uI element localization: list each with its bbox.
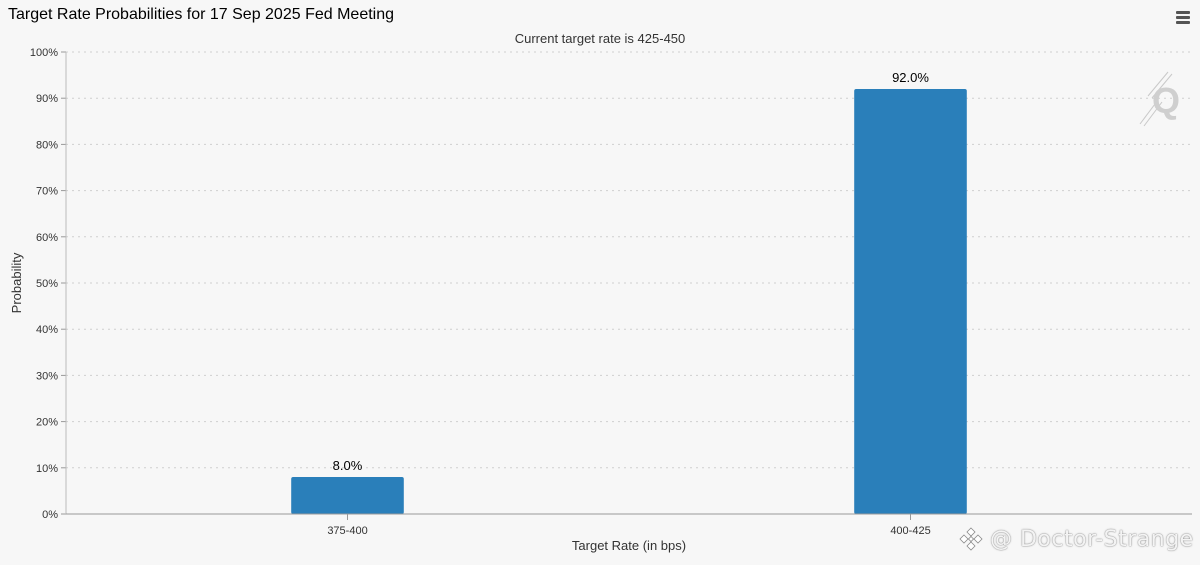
grid-lines <box>66 51 1192 469</box>
y-tick-label: 10% <box>36 463 58 475</box>
y-axis-ticks: 0% 10% 20% 30% 40% 50% 60% 70% 80% 90% 100% <box>30 47 67 521</box>
data-label: 92.0% <box>892 70 929 85</box>
y-tick-label: 90% <box>36 93 58 105</box>
x-tick-label: 375-400 <box>327 525 367 537</box>
y-tick-label: 50% <box>36 278 58 290</box>
y-tick-label: 0% <box>42 509 58 521</box>
watermark: @ Doctor-Strange <box>958 524 1194 554</box>
y-tick-label: 100% <box>30 47 58 59</box>
x-axis-ticks: 375-400 400-425 <box>327 514 931 537</box>
data-label: 8.0% <box>333 458 363 473</box>
y-tick-label: 20% <box>36 417 58 429</box>
quikstrike-q-logo-icon: Q <box>1139 71 1180 127</box>
chart-title: Target Rate Probabilities for 17 Sep 202… <box>8 6 395 23</box>
binance-logo-icon <box>959 527 983 551</box>
chart-subtitle: Current target rate is 425-450 <box>514 31 686 46</box>
data-labels: 8.0% 92.0% <box>333 70 930 473</box>
bars <box>291 88 967 515</box>
bar-400-425[interactable] <box>854 88 967 515</box>
y-axis-label: Probability <box>9 252 24 313</box>
y-tick-label: 60% <box>36 232 58 244</box>
svg-text:Q: Q <box>1152 80 1180 121</box>
x-tick-label: 400-425 <box>890 525 930 537</box>
hamburger-menu-icon[interactable] <box>1176 11 1190 24</box>
watermark-text: @ Doctor-Strange <box>990 526 1194 552</box>
y-tick-label: 40% <box>36 324 58 336</box>
bar-375-400[interactable] <box>291 477 404 514</box>
y-tick-label: 70% <box>36 186 58 198</box>
y-tick-label: 80% <box>36 139 58 151</box>
y-tick-label: 30% <box>36 370 58 382</box>
x-axis-label: Target Rate (in bps) <box>572 538 686 553</box>
